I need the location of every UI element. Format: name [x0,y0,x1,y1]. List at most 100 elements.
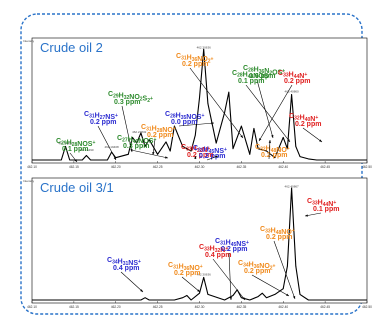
spectrum-point [299,293,301,295]
ppm-label: 0.2 ppm [174,270,200,277]
x-tick-label: 462.20 [111,165,121,169]
y-axis-title: Intensity [23,39,35,43]
spectrum-point [199,97,200,99]
spectrum-point [186,295,188,296]
spectrum-point [291,94,293,95]
formula-label: C31H36NO+ [168,262,203,272]
annotation-arrow [212,258,246,301]
formula-label: C28H36N2OS+ [243,65,285,77]
arrowhead [113,157,116,160]
peak-mass-label: 462.19408 [104,145,119,149]
arrowhead [268,140,272,143]
formula-annotation: C33H48NO+0.2 ppm [260,226,296,300]
spectrum-point [203,48,205,50]
ppm-label: 0.3 ppm [123,143,149,150]
spectrum-point [282,288,284,290]
peak-mass-label: 462.40860 [285,89,300,93]
spectrum-point [199,292,200,294]
spectrum-point [157,153,159,155]
formula-annotation: C29H32NO2S2+0.3 ppm [108,91,153,153]
formula-annotation: C32H48NO+0.2 ppm [255,139,290,160]
spectrum-point [127,153,129,155]
spectrum-point [274,293,276,295]
formula-annotation: C28H48NOS+0.1 ppm [232,70,291,143]
x-tick-label: 462.45 [320,305,330,309]
spectrum-point [144,146,146,147]
spectrum-point [261,292,263,294]
spectrum-point [182,146,184,147]
annotation-arrow [245,84,291,143]
arrowhead [74,159,77,162]
spectrum-point [224,112,226,113]
annotation-arrow [268,139,271,160]
spectrum-point [194,134,196,136]
panel-1-label: Crude oil 2 [40,40,103,55]
arrowhead [194,156,197,159]
formula-annotation: C31H27NS+0.2 ppm [84,111,118,161]
peak-mass-label: 462.40867 [285,184,300,188]
formula-annotation: C33H44N+0.2 ppm [258,70,310,142]
spectrum-point [215,142,217,144]
arrowhead [271,135,274,138]
peak-mass-label: 462.16490 [79,148,94,152]
arrowhead [130,149,133,152]
x-tick-label: 462.40 [278,305,288,309]
formula-annotation: C31H36NO2+0.2 ppm [176,53,244,139]
peak-mass-label: 462.30636 [197,272,212,276]
ppm-label: 0.2 ppm [199,153,225,160]
ppm-label: 0.2 ppm [261,152,287,159]
spectrum-point [140,132,142,134]
spectrum-line [32,48,367,161]
x-tick-label: 462.30 [195,305,205,309]
spectrum-point [173,125,175,127]
spectrum-point [132,137,133,138]
arrowhead [140,289,143,292]
spectrum-point [86,155,87,156]
ppm-label: 0.2 ppm [284,78,310,85]
formula-label: C33H32N+ [199,244,228,254]
ppm-label: 0.4 ppm [205,252,231,259]
spectrum-point [207,293,209,295]
ppm-label: 0.2 ppm [182,61,208,68]
annotation-arrow [189,67,244,139]
arrowhead [211,122,214,125]
spectrum-point [287,265,288,267]
formula-label: C33H44N+ [307,198,336,208]
ppm-label: 0.2 ppm [221,246,247,253]
axes: 462.10 462.15 462.20 462.25 462.30 462.35 462.… [23,39,372,309]
x-tick-label: 462.10 [27,165,37,169]
formula-annotation: C31H36NO+0.2 ppm [168,262,203,293]
x-tick-label: 462.25 [153,305,163,309]
annotation-arrow [130,149,169,159]
formula-label: C27H40NOS+ [117,135,156,145]
x-tick-label: 462.40 [278,165,288,169]
arrowhead [240,135,243,138]
annotation-arrow [121,105,133,153]
panel-2-label: Crude oil 3/1 [40,180,114,195]
formula-annotation: C34H31NS+0.4 ppm [107,257,144,293]
x-tick-label: 462.15 [69,305,79,309]
x-tick-label: 462.30 [195,165,205,169]
formula-annotation: C34H36NO2+0.2 ppm [238,260,290,297]
spectrum-point [257,148,259,150]
spectrum-point [299,156,301,158]
ppm-label: 0.2 ppm [147,132,173,139]
spectrum-point [295,146,297,147]
formula-annotation: C33H32N+0.4 ppm [199,244,246,301]
ppm-label: 0.6 ppm [249,73,275,80]
x-tick-label: 462.35 [237,165,247,169]
panel-crude-oil-3-1: Crude oil 3/1 [31,177,368,304]
formula-label: C28H48NOS+ [232,70,271,80]
arrowhead [287,139,290,142]
spectrum-point [287,148,288,150]
formula-annotation: C31H45NS+0.2 ppm [193,145,227,161]
spectrum-point [148,139,150,141]
spectrum-point [266,150,267,152]
x-tick-label: 462.15 [69,165,79,169]
x-tick-label: 462.35 [237,305,247,309]
ppm-label: 0.2 ppm [244,268,270,275]
annotations: 462.14406 462.16490 462.19408 462.22832 462.… [56,45,339,301]
formula-label: C32H48NO+ [255,144,290,154]
formula-label: C31H45NS+ [193,145,227,155]
